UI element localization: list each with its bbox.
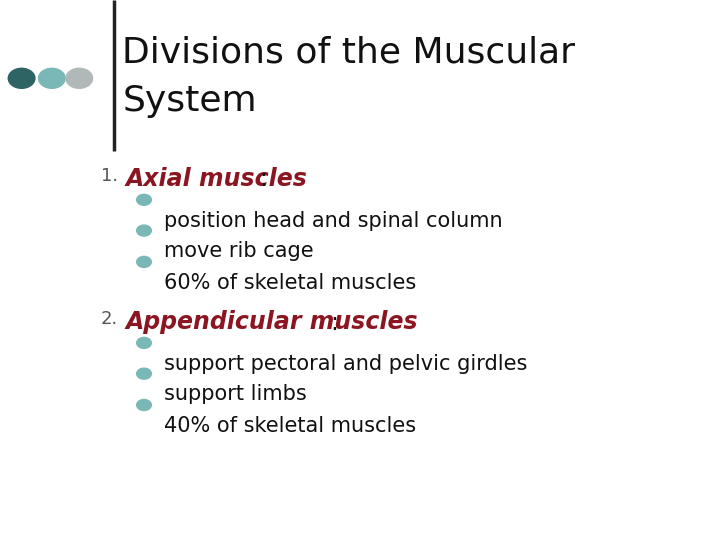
Circle shape (38, 68, 66, 89)
Text: System: System (122, 84, 257, 118)
Text: :: : (330, 310, 338, 334)
Circle shape (8, 68, 35, 89)
Text: 40% of skeletal muscles: 40% of skeletal muscles (164, 416, 416, 436)
Circle shape (137, 400, 151, 410)
Text: 60% of skeletal muscles: 60% of skeletal muscles (164, 273, 416, 293)
Text: Divisions of the Muscular: Divisions of the Muscular (122, 35, 575, 69)
Circle shape (137, 225, 151, 236)
Text: support limbs: support limbs (164, 384, 307, 404)
Circle shape (137, 338, 151, 348)
Text: Appendicular muscles: Appendicular muscles (126, 310, 418, 334)
Circle shape (137, 368, 151, 379)
Text: :: : (259, 167, 267, 191)
Circle shape (66, 68, 93, 89)
Text: support pectoral and pelvic girdles: support pectoral and pelvic girdles (164, 354, 528, 374)
Circle shape (137, 256, 151, 267)
Text: 2.: 2. (101, 310, 118, 328)
Text: 1.: 1. (101, 167, 118, 185)
Circle shape (137, 194, 151, 205)
Text: Axial muscles: Axial muscles (126, 167, 308, 191)
Text: move rib cage: move rib cage (164, 241, 314, 261)
Text: position head and spinal column: position head and spinal column (164, 211, 503, 231)
